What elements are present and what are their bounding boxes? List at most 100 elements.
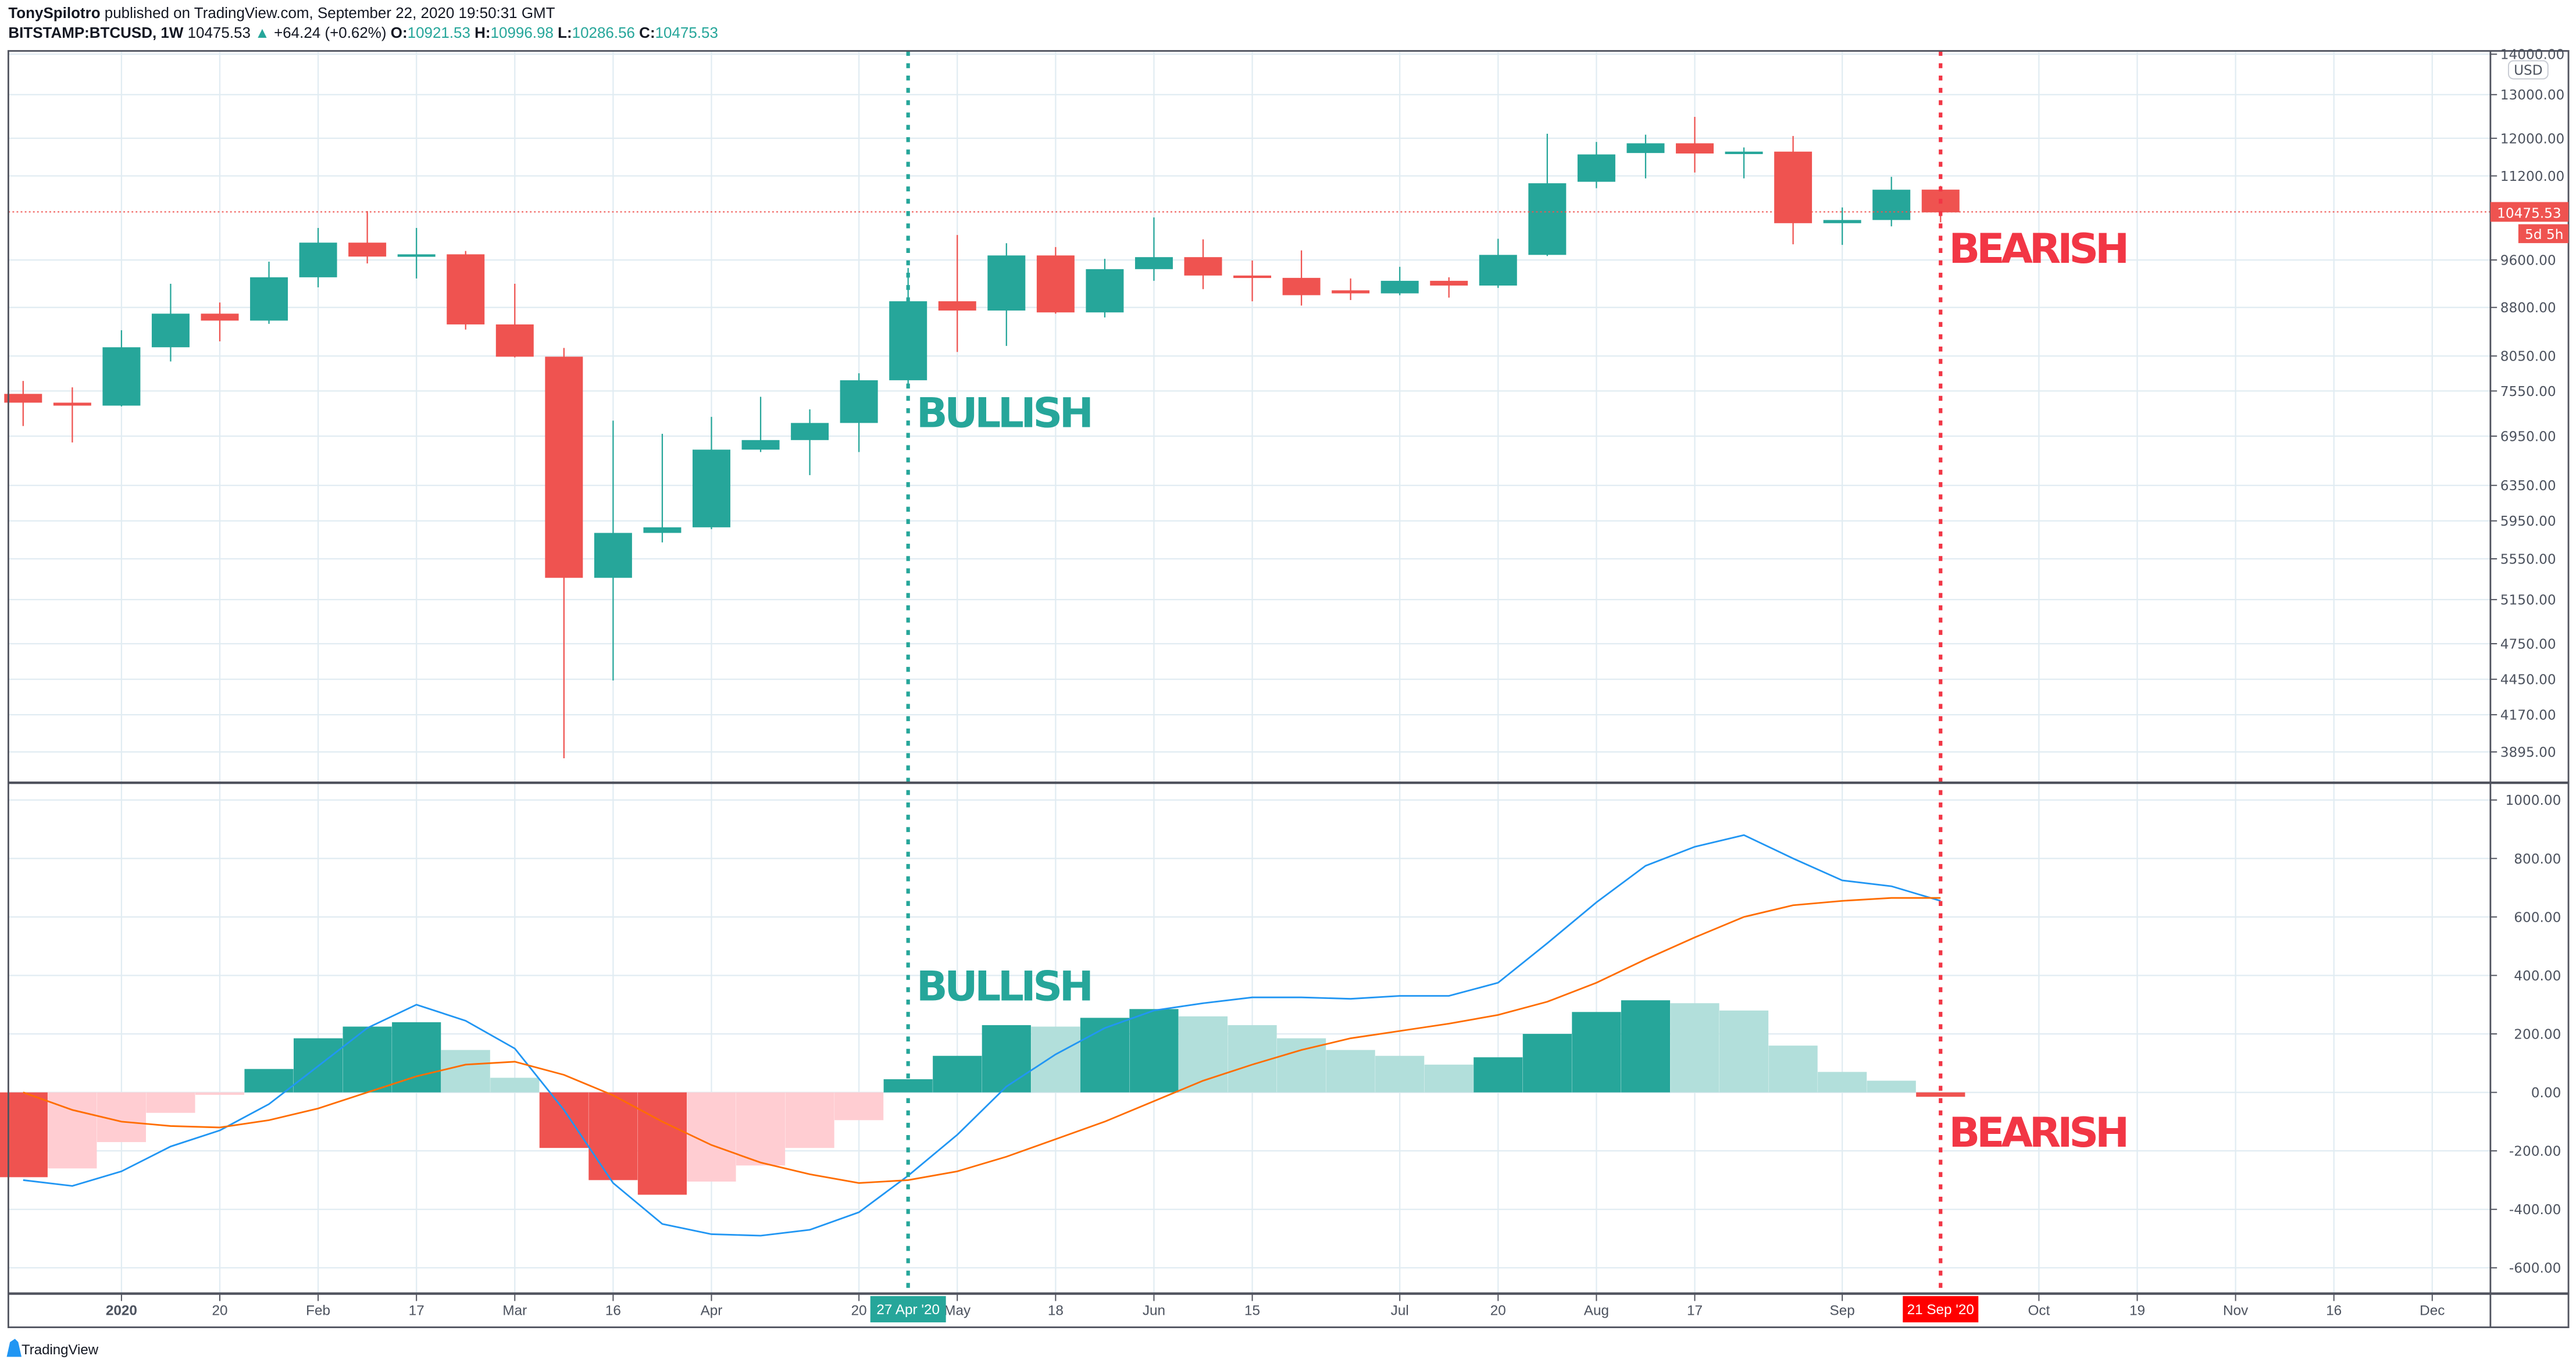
candle[interactable] [1380, 266, 1419, 295]
candle[interactable] [250, 262, 288, 324]
price-bullish-label[interactable]: BULLISH [916, 388, 1094, 437]
candle[interactable] [791, 409, 829, 476]
histogram-bar [195, 1092, 245, 1095]
histogram-bar [392, 1022, 441, 1093]
price-axis[interactable]: 14000.00 13000.00 12000.00 11200.00 9600.00 8… [2490, 48, 2565, 761]
price-tick-label: 9600.00 [2500, 254, 2556, 269]
candle[interactable] [1282, 250, 1321, 306]
histogram-bar [1080, 1018, 1129, 1093]
candle-body [1134, 257, 1173, 269]
candle[interactable] [348, 211, 387, 263]
candle[interactable] [1430, 277, 1468, 298]
candle[interactable] [53, 387, 91, 443]
time-tick-label: Aug [1584, 1303, 1609, 1318]
up-arrow-icon: ▲ [255, 24, 270, 41]
candle-body [938, 301, 976, 311]
candle-body [1380, 280, 1419, 294]
time-tick-label: Sep [1830, 1303, 1855, 1318]
candle-body [840, 380, 878, 423]
signal-line [23, 897, 1941, 1184]
candle[interactable] [1577, 142, 1615, 188]
histogram-bar [1916, 1092, 1965, 1097]
bearish-date-marker: 21 Sep '20 [1903, 1296, 1979, 1323]
histogram-bar [1031, 1026, 1080, 1093]
candle[interactable] [545, 348, 583, 759]
countdown-text: 5d 5h [2525, 227, 2563, 242]
candle[interactable] [938, 235, 976, 352]
histogram-bar [834, 1092, 884, 1121]
tradingview-logo[interactable]: TradingView [6, 1339, 99, 1358]
candle[interactable] [643, 433, 682, 543]
candle[interactable] [397, 228, 436, 279]
candle[interactable] [1725, 147, 1763, 179]
candle[interactable] [1086, 259, 1124, 317]
candle-body [987, 255, 1026, 311]
macd-bullish-label[interactable]: BULLISH [916, 962, 1094, 1010]
time-tick-label: Oct [2028, 1303, 2050, 1318]
time-tick-label: 17 [409, 1303, 424, 1318]
price-change: +64.24 (+0.62%) [274, 24, 386, 41]
candle[interactable] [1332, 278, 1370, 300]
candle-body [1774, 151, 1813, 223]
candle[interactable] [1774, 135, 1813, 245]
candle-body [102, 347, 141, 406]
candle[interactable] [1626, 134, 1665, 179]
candle-body [299, 242, 337, 277]
candle[interactable] [693, 416, 730, 530]
candle[interactable] [1528, 134, 1567, 256]
candle[interactable] [1134, 217, 1173, 281]
histogram-bar [785, 1092, 834, 1148]
time-axis[interactable]: 2020 20 Feb 17 Mar 16 Apr 20 May 18 Jun 15 Jul 20 Aug 1… [106, 1294, 2445, 1318]
time-tick-label: Jun [1143, 1303, 1165, 1318]
time-tick-label: 20 [212, 1303, 227, 1318]
macd-axis[interactable]: 1000.00 800.00 600.00 400.00 200.00 0.00 -200.… [2490, 793, 2561, 1276]
time-tick-label: 20 [1490, 1303, 1506, 1318]
candle[interactable] [4, 381, 42, 426]
candle[interactable] [102, 330, 141, 406]
candle[interactable] [201, 302, 239, 341]
candle[interactable] [1479, 238, 1517, 288]
candle[interactable] [741, 397, 780, 452]
countdown-badge [2518, 224, 2569, 244]
candle[interactable] [840, 373, 878, 452]
candle[interactable] [1676, 117, 1714, 173]
candle-body [151, 313, 190, 348]
candle[interactable] [1823, 207, 1861, 245]
price-bearish-label[interactable]: BEARISH [1949, 224, 2129, 273]
author[interactable]: TonySpilotro [8, 4, 100, 22]
candle[interactable] [1872, 177, 1911, 227]
histogram-bar [1867, 1080, 1916, 1093]
candle[interactable] [299, 228, 337, 288]
candle[interactable] [447, 251, 485, 330]
candle[interactable] [987, 243, 1026, 346]
candle[interactable] [1184, 239, 1222, 290]
candle-body [643, 527, 682, 533]
candle-body [1823, 220, 1861, 223]
macd-bearish-label[interactable]: BEARISH [1949, 1108, 2129, 1157]
symbol[interactable]: BITSTAMP:BTCUSD, 1W [8, 24, 184, 41]
candle[interactable] [1233, 261, 1272, 302]
currency-badge[interactable] [2507, 60, 2549, 80]
candle[interactable] [594, 420, 632, 681]
open-value: 10921.53 [408, 24, 470, 41]
candle-body [1626, 143, 1665, 154]
price-tick-label: 4750.00 [2500, 637, 2556, 652]
price-tick-label: 8050.00 [2500, 349, 2556, 365]
candle-body [1725, 151, 1763, 154]
candle[interactable] [495, 284, 534, 358]
macd-tick-label: 1000.00 [2506, 793, 2561, 808]
histogram-bar [1326, 1050, 1375, 1093]
candle[interactable] [151, 284, 190, 362]
time-tick-label: Jul [1391, 1303, 1409, 1318]
histogram-bar [1178, 1016, 1228, 1093]
time-tick-label: 15 [1244, 1303, 1260, 1318]
macd-tick-label: -400.00 [2509, 1203, 2561, 1218]
close-label: C: [639, 24, 655, 41]
price-tick-label: 11200.00 [2500, 169, 2565, 184]
candle[interactable] [1036, 247, 1075, 314]
candle-body [1676, 143, 1714, 154]
time-tick-label: Apr [701, 1303, 723, 1318]
low-label: L: [558, 24, 572, 41]
time-tick-label: 16 [605, 1303, 621, 1318]
